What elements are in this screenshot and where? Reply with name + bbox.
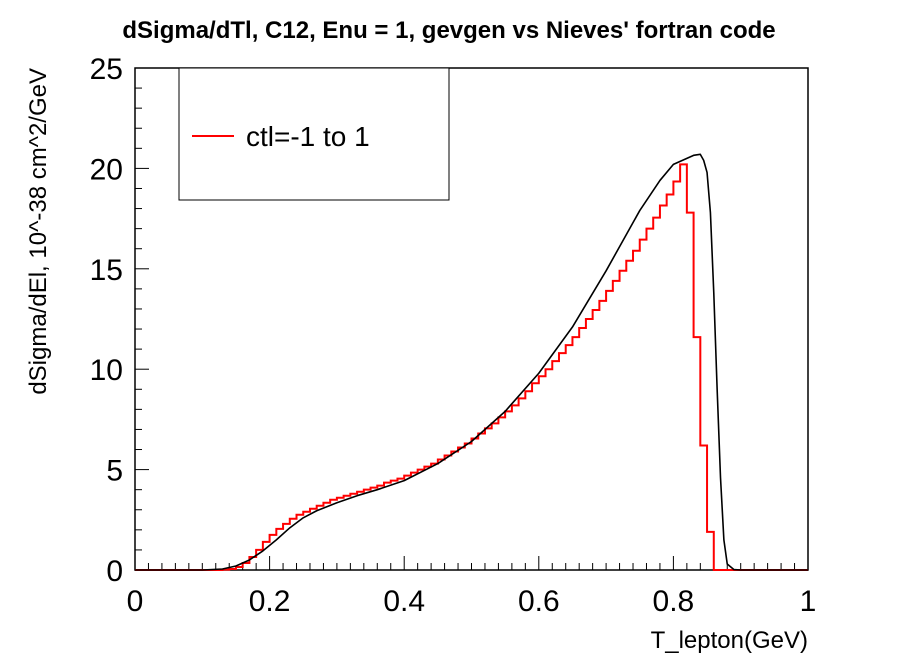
series-layer — [135, 153, 808, 571]
x-tick-label: 0.4 — [383, 585, 425, 618]
y-tick-labels: 0 5 10 15 20 25 — [90, 53, 123, 588]
line-series — [135, 153, 808, 571]
y-tick-label: 15 — [90, 254, 123, 287]
x-tick-label: 0.6 — [518, 585, 560, 618]
x-axis-title: T_lepton(GeV) — [651, 627, 808, 654]
y-tick-label: 10 — [90, 354, 123, 387]
x-tick-label: 0.2 — [249, 585, 291, 618]
x-tick-label: 0.8 — [653, 585, 695, 618]
histogram-series — [135, 163, 808, 571]
x-tick-labels: 0 0.2 0.4 0.6 0.8 1 — [127, 585, 817, 618]
axis-ticks — [134, 67, 809, 571]
y-tick-label: 25 — [90, 53, 123, 86]
legend-label: ctl=-1 to 1 — [246, 121, 370, 152]
chart-title: dSigma/dTl, C12, Enu = 1, gevgen vs Niev… — [122, 17, 775, 44]
y-tick-label: 0 — [106, 555, 123, 588]
plot-area — [134, 67, 809, 571]
x-tick-label: 1 — [800, 585, 817, 618]
y-tick-label: 5 — [106, 455, 123, 488]
y-axis-title: dSigma/dEl, 10^-38 cm^2/GeV — [25, 68, 52, 395]
y-tick-label: 20 — [90, 153, 123, 186]
legend-box — [178, 67, 450, 201]
legend: ctl=-1 to 1 — [178, 67, 450, 201]
x-tick-label: 0 — [127, 585, 144, 618]
